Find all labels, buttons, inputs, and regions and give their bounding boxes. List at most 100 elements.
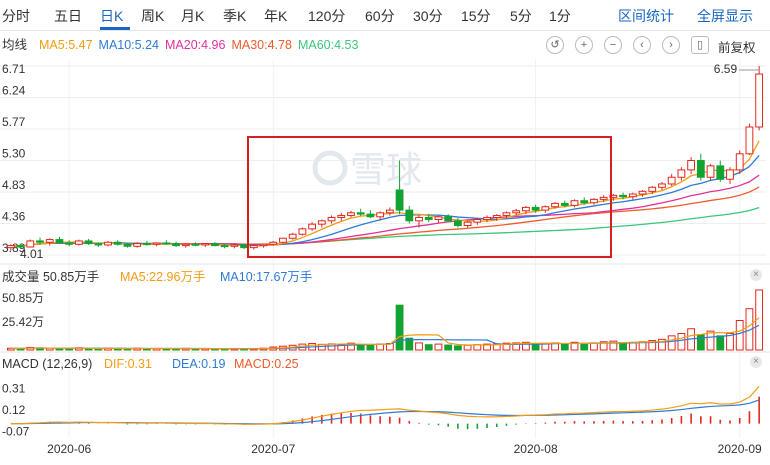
tab-11[interactable]: 5分: [510, 8, 532, 24]
volume-y-tick-1: 25.42万: [2, 315, 44, 329]
volume-bar-43: [424, 344, 433, 351]
macd-y-tick-0: 0.31: [2, 381, 26, 395]
volume-bar-61: [599, 341, 608, 351]
candle-body-32: [317, 220, 326, 225]
period-tabs: 分时 五日 日K 周K 月K 季K 年K 120分 60分 30分 15分 5分 1分: [0, 0, 770, 31]
candle-body-21: [211, 243, 219, 247]
tab-3[interactable]: 周K: [141, 8, 165, 24]
close-volume-icon[interactable]: ×: [750, 269, 762, 281]
volume-bar-57: [560, 343, 569, 351]
candle-body-39: [385, 209, 394, 214]
macd-dea-line: [10, 399, 760, 425]
volume-bar-41: [405, 337, 414, 351]
candle-body-68: [667, 176, 676, 185]
tab-7[interactable]: 120分: [308, 8, 346, 24]
tab-1[interactable]: 五日: [54, 8, 82, 24]
volume-ma10-label: MA10:17.67万手: [220, 270, 312, 284]
tab-12[interactable]: 1分: [549, 8, 571, 24]
volume-bar-53: [522, 341, 530, 351]
price-y-tick-5: 4.36: [2, 210, 26, 224]
tab-2[interactable]: 日K: [100, 8, 124, 24]
volume-bar-35: [347, 342, 355, 351]
undo-icon[interactable]: ↺: [546, 36, 564, 54]
tab-6[interactable]: 年K: [264, 8, 288, 24]
close-macd-icon[interactable]: ×: [750, 356, 762, 368]
candle-body-58: [570, 200, 579, 206]
zoom-out-icon[interactable]: −: [604, 36, 622, 54]
x-tick-0: 2020-06: [47, 442, 91, 456]
candle-body-6: [65, 242, 74, 245]
candle-body-0: [6, 245, 15, 249]
candle-body-70: [687, 160, 696, 171]
candle-body-2: [26, 240, 35, 248]
candle-body-48: [473, 218, 482, 223]
candle-body-3: [36, 240, 44, 243]
candle-body-20: [201, 243, 210, 246]
tab-8[interactable]: 60分: [365, 8, 395, 24]
volume-bar-51: [502, 342, 511, 351]
tab-0[interactable]: 分时: [2, 8, 30, 24]
candle-body-1: [16, 245, 25, 248]
candle-body-19: [191, 243, 200, 246]
volume-bar-69: [677, 332, 686, 351]
fullscreen-icon[interactable]: ▯: [691, 36, 709, 54]
price-y-tick-0: 6.71: [2, 62, 26, 76]
macd-y-tick-1: 0.12: [2, 403, 26, 417]
candle-body-75: [735, 153, 744, 171]
volume-ma10-line: [10, 324, 760, 350]
volume-bar-72: [706, 330, 715, 351]
tab-5[interactable]: 季K: [223, 8, 247, 24]
next-icon[interactable]: ›: [662, 36, 680, 54]
volume-bar-63: [619, 343, 627, 351]
zoom-in-icon[interactable]: +: [575, 36, 593, 54]
volume-bar-73: [716, 335, 725, 351]
candle-body-8: [84, 240, 93, 245]
candle-body-25: [249, 245, 258, 249]
volume-bar-68: [667, 335, 676, 351]
prev-icon[interactable]: ‹: [633, 36, 651, 54]
volume-bar-67: [658, 338, 666, 351]
volume-bar-37: [366, 344, 375, 351]
adjust-type-toggle[interactable]: 前复权: [718, 41, 756, 55]
volume-y-tick-0: 50.85万: [2, 291, 44, 305]
ma-legend-prefix: 均线: [2, 38, 28, 52]
x-tick-3: 2020-09: [718, 442, 762, 456]
candle-body-63: [619, 194, 627, 198]
candle-body-64: [628, 193, 637, 198]
high-price-label: 6.59: [714, 62, 738, 76]
macd-title: MACD (12,26,9): [2, 357, 92, 371]
candle-body-5: [55, 239, 64, 244]
tab-9[interactable]: 30分: [413, 8, 443, 24]
candle-body-65: [638, 190, 647, 195]
volume-bar-71: [696, 334, 705, 351]
macd-y-tick-2: -0.07: [2, 425, 30, 439]
fullscreen-link[interactable]: 全屏显示: [697, 8, 753, 24]
price-y-tick-3: 5.30: [2, 147, 26, 161]
volume-bar-52: [512, 342, 521, 351]
candle-body-60: [590, 198, 598, 204]
candle-body-50: [492, 214, 501, 218]
candle-body-73: [716, 165, 725, 180]
volume-bar-47: [463, 344, 472, 351]
tab-10[interactable]: 15分: [461, 8, 491, 24]
volume-bar-60: [590, 342, 598, 351]
range-stats-link[interactable]: 区间统计: [618, 8, 674, 24]
x-tick-2: 2020-08: [514, 442, 558, 456]
volume-bar-40: [395, 304, 404, 351]
candle-body-27: [269, 241, 278, 245]
macd-dif-label: DIF:0.31: [104, 357, 152, 371]
volume-bar-74: [726, 332, 734, 351]
candle-body-31: [308, 223, 317, 230]
candle-body-52: [512, 210, 521, 214]
volume-bar-66: [648, 340, 657, 351]
candle-body-13: [133, 243, 142, 247]
candle-body-41: [405, 209, 414, 222]
candle-body-40: [395, 189, 404, 211]
candle-body-30: [298, 228, 307, 235]
candle-body-74: [726, 169, 734, 180]
volume-bar-75: [735, 320, 744, 351]
tab-4[interactable]: 月K: [181, 8, 205, 24]
ma30-legend: MA30:4.78: [231, 38, 292, 52]
active-tab-underline: [100, 27, 130, 30]
